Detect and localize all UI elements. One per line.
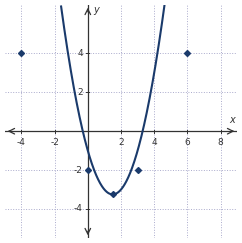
Text: -4: -4 [74,204,83,214]
Text: 4: 4 [77,49,83,58]
Text: y: y [93,5,98,15]
Text: 8: 8 [218,138,223,147]
Text: 2: 2 [77,88,83,97]
Text: -2: -2 [50,138,59,147]
Text: 2: 2 [118,138,124,147]
Text: -2: -2 [74,165,83,175]
Text: 4: 4 [151,138,157,147]
Text: -4: -4 [17,138,26,147]
Text: x: x [229,115,235,125]
Text: 6: 6 [184,138,190,147]
